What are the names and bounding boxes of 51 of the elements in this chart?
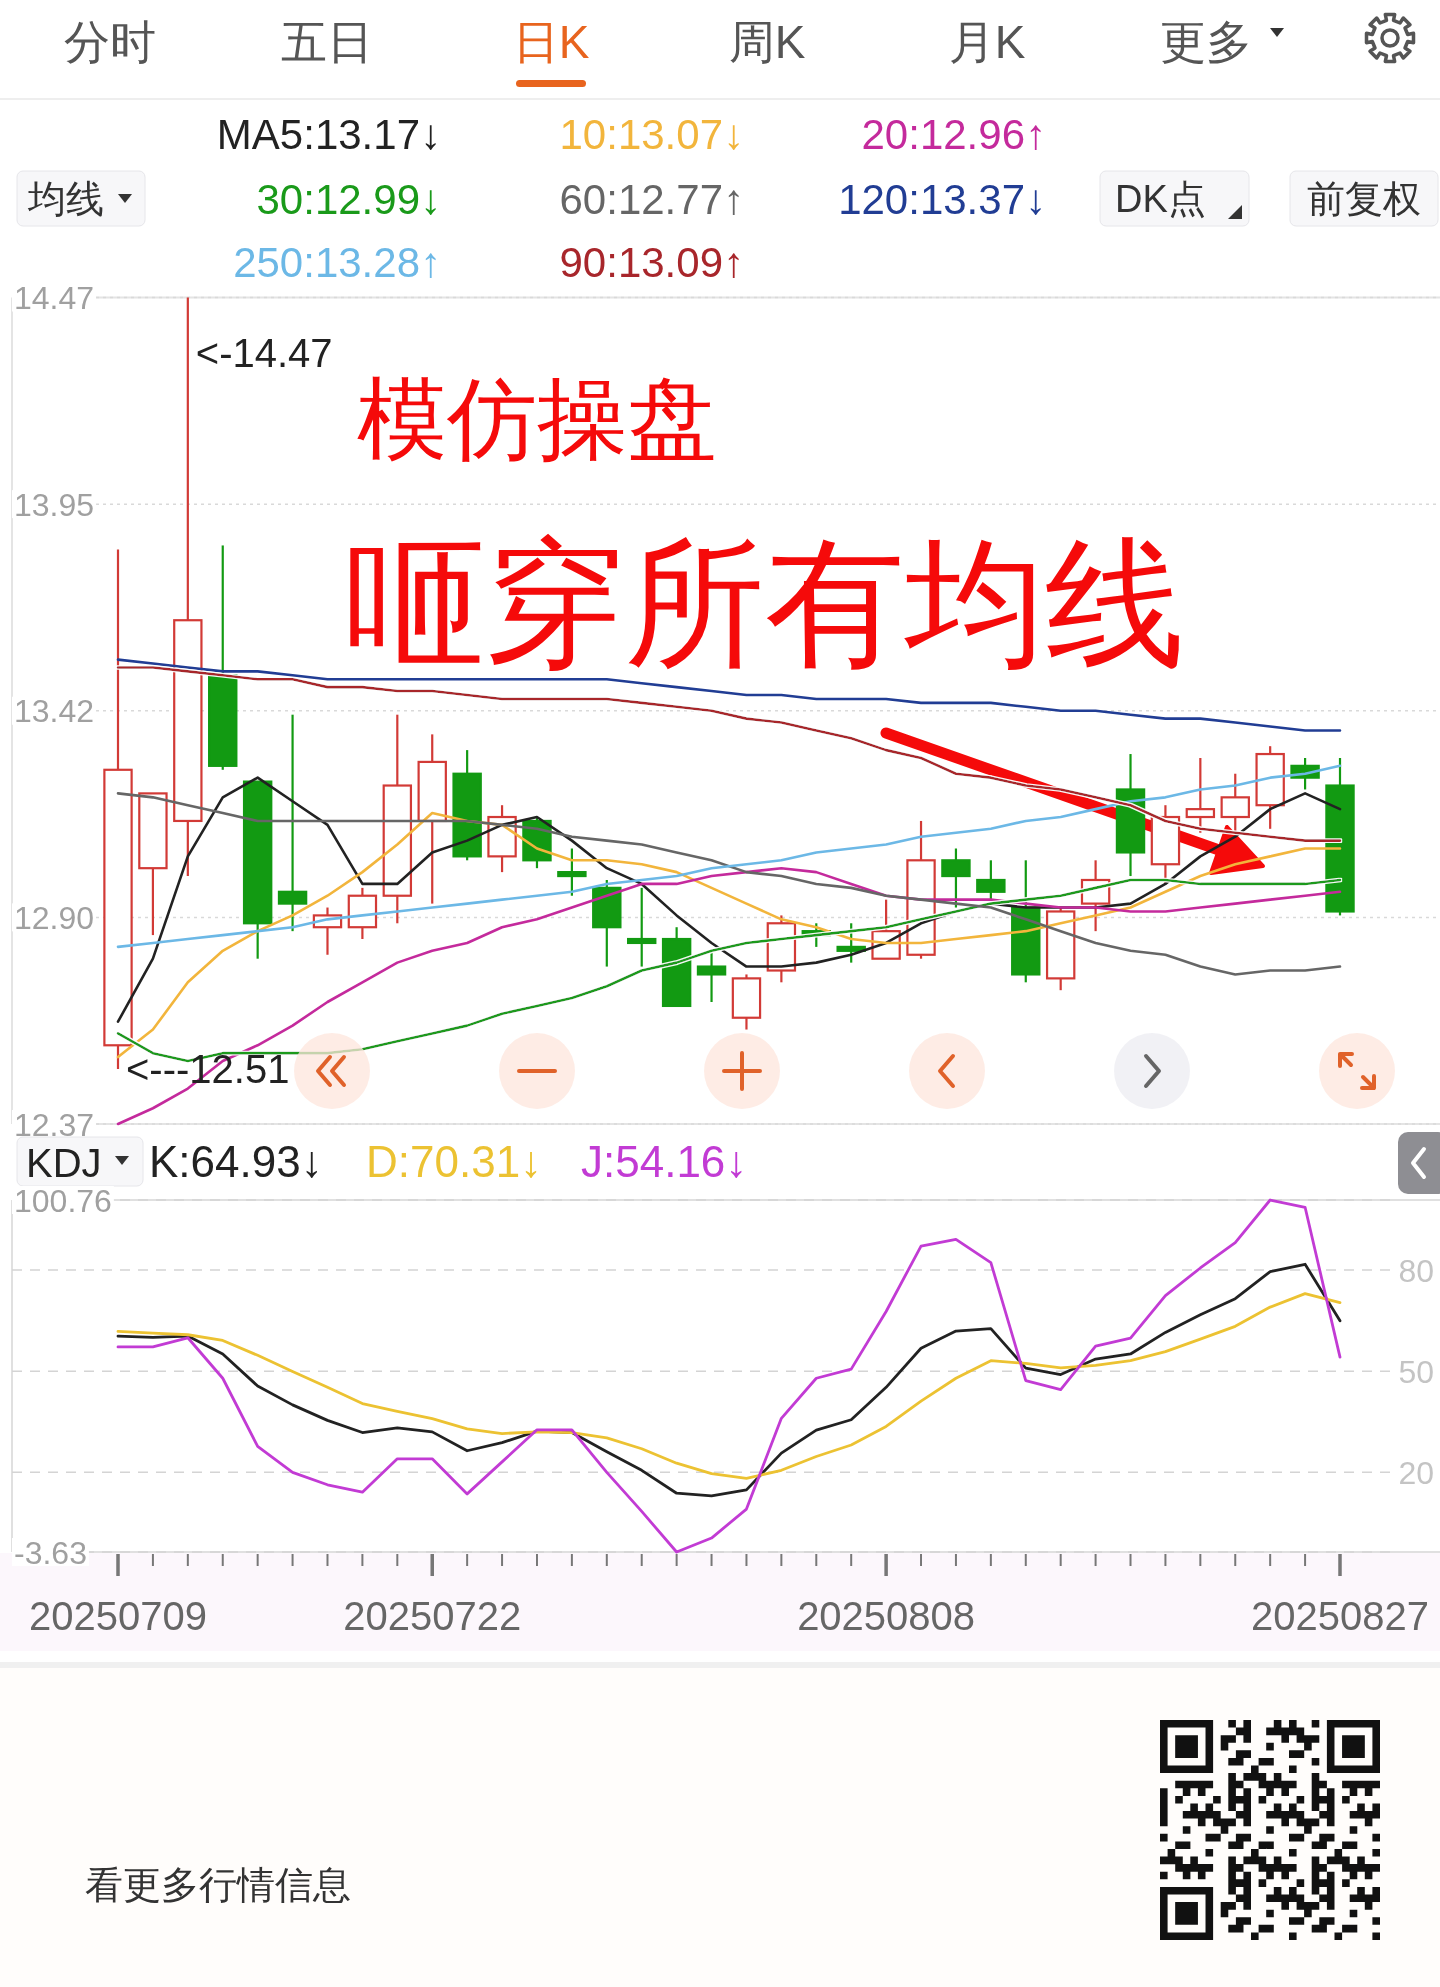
y2-tick-label: 20 bbox=[1398, 1454, 1434, 1491]
text: J:54.16↓ bbox=[581, 1137, 748, 1186]
candlestick bbox=[696, 949, 727, 1004]
y-tick-label: 14.47 bbox=[14, 280, 95, 316]
x-tick-label: 20250722 bbox=[343, 1594, 522, 1638]
text: K:64.93↓ bbox=[149, 1137, 323, 1186]
text: 看更多行情信息 bbox=[85, 1864, 351, 1906]
line-series bbox=[116, 1198, 1342, 1554]
line-series bbox=[116, 1292, 1342, 1480]
text: 周K bbox=[728, 16, 806, 68]
annotation: 咂穿所有均线 bbox=[345, 525, 1185, 682]
text: 90:13.09↑ bbox=[559, 239, 744, 286]
legend-title: KDJ bbox=[26, 1141, 102, 1185]
y-tick-label: 12.37 bbox=[14, 1106, 95, 1143]
text: 更多 bbox=[1160, 16, 1252, 68]
y-tick-label: -3.63 bbox=[14, 1534, 87, 1571]
candlestick bbox=[557, 847, 587, 897]
text: 10:13.07↓ bbox=[559, 111, 744, 158]
line-series bbox=[116, 866, 1342, 1126]
x-tick-label: 20250827 bbox=[1251, 1594, 1429, 1638]
text: 前复权 bbox=[1307, 178, 1421, 220]
text: D:70.31↓ bbox=[366, 1137, 543, 1186]
y-tick-label: 100.76 bbox=[14, 1182, 112, 1219]
candlestick bbox=[836, 922, 866, 964]
text: 月K bbox=[948, 16, 1026, 68]
text: MA5:13.17↓ bbox=[216, 111, 441, 158]
y2-tick-label: 80 bbox=[1398, 1252, 1434, 1289]
y2-tick-label: 50 bbox=[1398, 1353, 1434, 1390]
line-series bbox=[116, 1262, 1342, 1498]
annotation: <-14.47 bbox=[195, 330, 333, 375]
x-tick-label: 20250709 bbox=[29, 1594, 207, 1638]
x-tick-label: 20250808 bbox=[797, 1594, 976, 1638]
line-series bbox=[116, 764, 1342, 949]
text: 分时 bbox=[64, 16, 156, 68]
legend-title: 均线 bbox=[27, 178, 104, 220]
text: DK点 bbox=[1115, 178, 1206, 220]
text: 250:13.28↑ bbox=[233, 239, 441, 286]
candlestick bbox=[277, 713, 308, 933]
text: 60:12.77↑ bbox=[559, 176, 744, 223]
text: 20:12.96↑ bbox=[861, 111, 1046, 158]
text: 五日 bbox=[281, 16, 373, 68]
line-series bbox=[116, 792, 1342, 976]
y-tick-label: 13.95 bbox=[14, 486, 95, 523]
annotation: 模仿操盘 bbox=[357, 369, 717, 469]
candlestick bbox=[1185, 756, 1216, 834]
y-tick-label: 13.42 bbox=[14, 693, 95, 730]
candlestick bbox=[627, 886, 657, 968]
text: 120:13.37↓ bbox=[838, 176, 1046, 223]
text: 日K bbox=[512, 16, 590, 68]
y-tick-label: 12.90 bbox=[14, 899, 95, 936]
text: 30:12.99↓ bbox=[256, 176, 441, 223]
